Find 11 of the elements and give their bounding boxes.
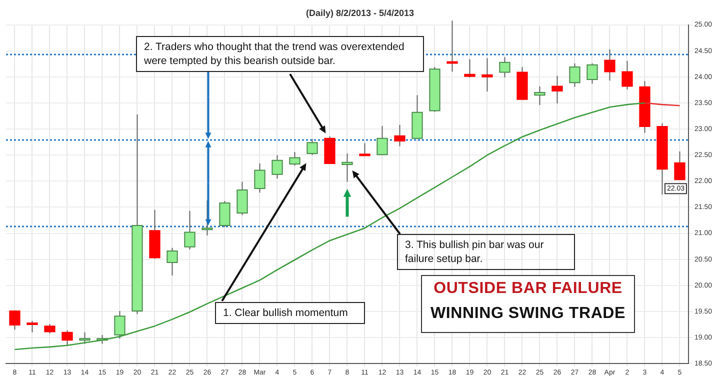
candlestick [254, 162, 266, 194]
candlestick [622, 60, 633, 90]
candlestick [219, 200, 230, 228]
annotation: 1. Clear bullish momentum [215, 302, 365, 324]
candlestick [114, 310, 126, 340]
chart-title: (Daily) 8/2/2013 - 5/4/2013 [306, 8, 414, 18]
annotation: 3. This bullish pin bar was our failure setup bar. [397, 234, 575, 270]
annotation: 2. Traders who thought that the trend was overextended were tempted by this bearish outside bar. [136, 36, 424, 72]
annotation: OUTSIDE BAR FAILURE [432, 279, 624, 299]
candlestick [236, 181, 248, 216]
annotation: WINNING SWING TRADE [429, 304, 627, 324]
